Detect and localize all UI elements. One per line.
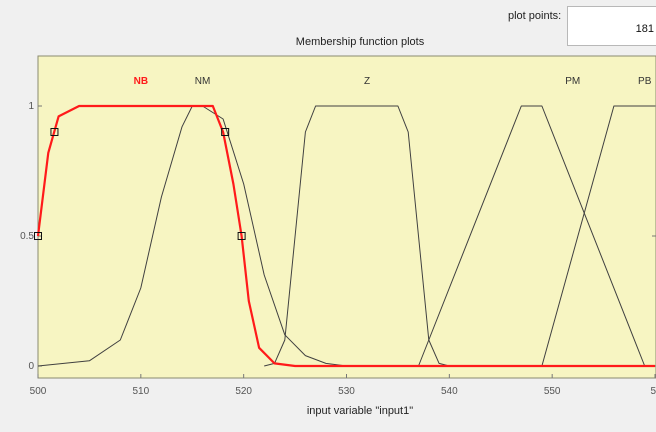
x-tick-label: 510 [132,386,149,397]
plot-area[interactable] [37,55,656,379]
mf-label-z[interactable]: Z [364,76,370,87]
x-tick-label: 5 [650,386,656,397]
y-tick-label: 1 [28,101,34,112]
plot-title: Membership function plots [295,36,425,48]
x-tick-label: 550 [544,386,561,397]
mf-drag-handle[interactable] [50,128,59,136]
mf-drag-handle[interactable] [221,128,230,136]
x-tick-label: 520 [235,386,252,397]
mf-curve-pb[interactable] [541,105,655,367]
mf-drag-handle[interactable] [34,232,42,240]
x-axis-label: input variable "input1" [306,405,414,417]
x-tick-label: 530 [338,386,355,397]
plot-points-input[interactable]: 181 [567,6,656,46]
mf-curve-nm[interactable] [37,105,655,367]
mf-label-pm[interactable]: PM [565,76,580,87]
mf-curve-z[interactable] [264,105,450,367]
mf-curve-pm[interactable] [418,105,646,367]
x-tick-label: 540 [441,386,458,397]
mf-label-nm[interactable]: NM [195,76,211,87]
x-tick-label: 500 [30,386,47,397]
mf-label-pb[interactable]: PB [638,76,652,87]
mf-drag-handle[interactable] [237,232,246,240]
plot-points-label: plot points: [508,10,562,22]
y-tick-label: 0.5 [20,231,34,242]
mf-label-nb[interactable]: NB [134,76,148,87]
plot-points-value: 181 [635,23,654,35]
y-tick-label: 0 [28,361,34,372]
mf-curve-nb[interactable] [36,104,655,368]
